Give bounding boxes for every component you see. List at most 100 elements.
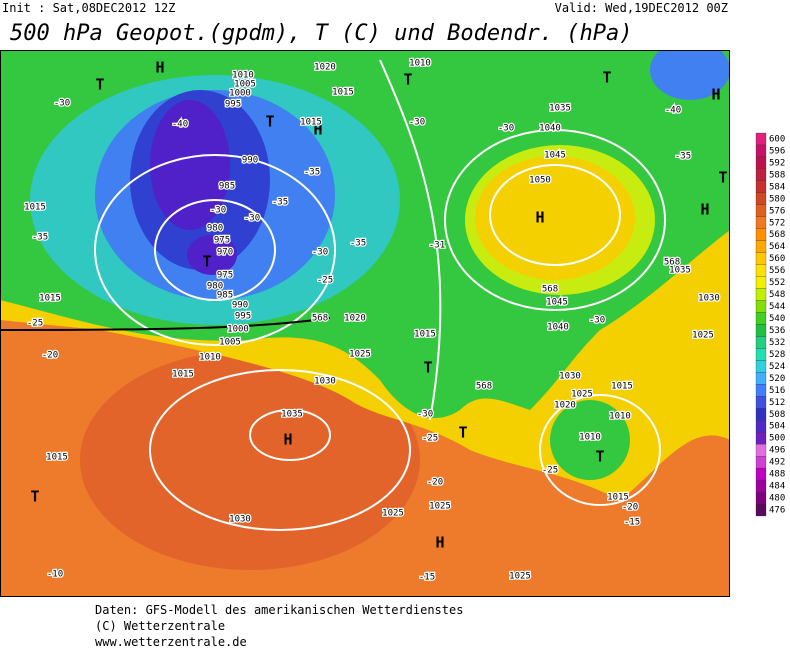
colorbar-swatch	[755, 372, 767, 385]
pressure-center: T	[202, 253, 211, 271]
colorbar-label: 484	[769, 482, 785, 492]
colorbar-label: 516	[769, 386, 785, 396]
contour-label: 1000	[229, 89, 251, 99]
footer-line: www.wetterzentrale.de	[95, 635, 247, 648]
colorbar-label: 560	[769, 254, 785, 264]
contour-label: 1025	[692, 331, 714, 341]
contour-label: 995	[225, 100, 241, 110]
contour-label: -10	[47, 570, 63, 580]
contour-label: 1015	[39, 294, 61, 304]
contour-label: -31	[429, 241, 445, 251]
contour-label: 1010	[232, 71, 254, 81]
colorbar-label: 492	[769, 458, 785, 468]
contour-label: 1015	[24, 203, 46, 213]
contour-label: 1045	[546, 298, 568, 308]
contour-label: 1030	[229, 515, 251, 525]
pressure-center: T	[30, 488, 39, 506]
colorbar-swatch	[755, 192, 767, 205]
colorbar-label: 532	[769, 338, 785, 348]
contour-label: -30	[244, 214, 260, 224]
colorbar-swatch	[755, 396, 767, 409]
valid-time: Valid: Wed,19DEC2012 00Z	[555, 1, 728, 15]
colorbar-label: 544	[769, 302, 785, 312]
colorbar-swatch	[755, 420, 767, 433]
contour-label: -40	[665, 106, 681, 116]
pressure-center: T	[602, 69, 611, 87]
contour-label: 1035	[549, 104, 571, 114]
contour-label: 985	[219, 182, 235, 192]
colorbar-swatch	[755, 360, 767, 373]
contour-label: 1020	[314, 63, 336, 73]
colorbar-swatch	[755, 144, 767, 158]
contour-label: -25	[542, 466, 558, 476]
contour-label: 1045	[544, 151, 566, 161]
contour-label: -35	[675, 152, 691, 162]
contour-label: 985	[217, 291, 233, 301]
colorbar-swatch	[755, 180, 767, 194]
pressure-center: H	[283, 431, 292, 449]
contour-label: 980	[207, 282, 223, 292]
contour-label: 1040	[547, 323, 569, 333]
contour-label: 1030	[698, 294, 720, 304]
contour-label: -35	[272, 198, 288, 208]
contour-label: 1025	[429, 502, 451, 512]
contour-label: 1050	[529, 176, 551, 186]
colorbar-label: 568	[769, 230, 785, 240]
colorbar-label: 552	[769, 278, 785, 288]
contour-label: 1015	[300, 118, 322, 128]
pressure-center: T	[423, 359, 432, 377]
colorbar-label: 496	[769, 446, 785, 456]
contour-label: 1015	[46, 453, 68, 463]
pressure-center: T	[403, 71, 412, 89]
colorbar-label: 588	[769, 170, 785, 180]
pressure-center: T	[265, 113, 274, 131]
contour-label: 1015	[414, 330, 436, 340]
pressure-center: H	[535, 209, 544, 227]
colorbar-swatch	[755, 240, 767, 253]
colorbar-swatch	[755, 467, 767, 481]
colorbar-swatch	[755, 264, 767, 277]
colorbar-label: 556	[769, 266, 785, 276]
contour-label: 1015	[332, 88, 354, 98]
colorbar-swatch	[755, 276, 767, 289]
colorbar-swatch	[755, 455, 767, 469]
colorbar-label: 488	[769, 470, 785, 480]
pressure-center: T	[718, 169, 727, 187]
contour-label: 1015	[172, 370, 194, 380]
pressure-center: H	[155, 59, 164, 77]
colorbar-label: 500	[769, 434, 785, 444]
contour-label: 990	[242, 156, 258, 166]
colorbar-swatch	[755, 432, 767, 445]
colorbar-swatch	[755, 384, 767, 397]
contour-label: 1025	[349, 350, 371, 360]
contour-label: 568	[542, 285, 558, 295]
colorbar-label: 520	[769, 374, 785, 384]
contour-label: 975	[214, 236, 230, 246]
colorbar-swatch	[755, 132, 767, 146]
colorbar-swatch	[755, 336, 767, 349]
contour-label: 990	[232, 301, 248, 311]
contour-label: -30	[417, 410, 433, 420]
colorbar-swatch	[755, 168, 767, 182]
contour-label: -35	[32, 233, 48, 243]
init-time: Init : Sat,08DEC2012 12Z	[2, 1, 175, 15]
contour-label: 568	[664, 258, 680, 268]
colorbar-label: 592	[769, 158, 785, 168]
contour-label: 1035	[281, 410, 303, 420]
contour-label: 1020	[344, 314, 366, 324]
colorbar-swatch	[755, 156, 767, 170]
colorbar-label: 540	[769, 314, 785, 324]
colorbar-label: 564	[769, 242, 785, 252]
colorbar-swatch	[755, 216, 767, 229]
contour-label: -25	[317, 276, 333, 286]
contour-label: 970	[217, 248, 233, 258]
colorbar-swatch	[755, 324, 767, 337]
colorbar-label: 572	[769, 218, 785, 228]
colorbar-swatch	[755, 479, 767, 493]
map-frame	[0, 50, 730, 597]
colorbar-swatch	[755, 503, 767, 517]
colorbar-label: 584	[769, 182, 785, 192]
contour-label: -20	[427, 478, 443, 488]
colorbar-label: 512	[769, 398, 785, 408]
pressure-center: T	[458, 424, 467, 442]
